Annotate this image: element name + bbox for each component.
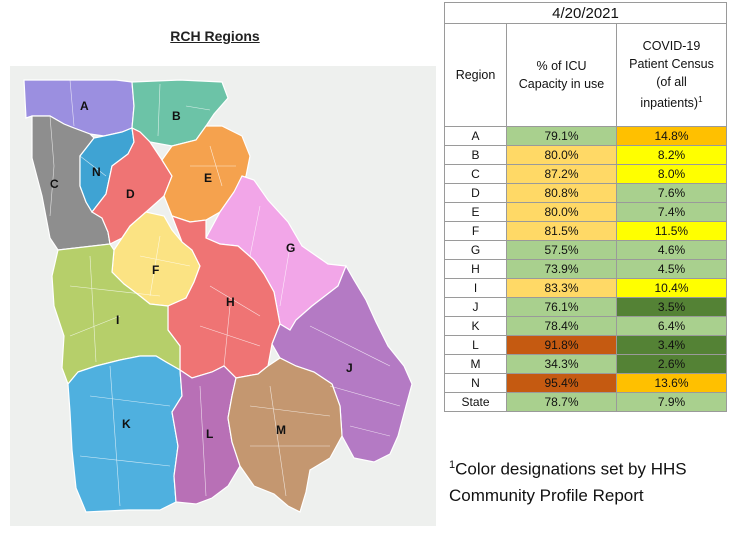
cell-region: G — [444, 240, 507, 260]
cell-region: H — [444, 259, 507, 279]
table-row: E 80.0% 7.4% — [444, 202, 727, 222]
region-label-j: J — [346, 361, 353, 375]
table-row: State 78.7% 7.9% — [444, 392, 727, 412]
region-label-f: F — [152, 263, 159, 277]
cell-icu-capacity: 91.8% — [506, 335, 617, 355]
cell-icu-capacity: 78.7% — [506, 392, 617, 412]
header-region: Region — [444, 23, 507, 127]
cell-region: C — [444, 164, 507, 184]
cell-patient-census: 8.0% — [616, 164, 727, 184]
table-row: N 95.4% 13.6% — [444, 373, 727, 393]
table-row: K 78.4% 6.4% — [444, 316, 727, 336]
region-d-shape — [91, 126, 173, 245]
cell-patient-census: 4.6% — [616, 240, 727, 260]
cell-icu-capacity: 79.1% — [506, 126, 617, 146]
county-lines — [49, 79, 401, 507]
cell-region: F — [444, 221, 507, 241]
region-label-m: M — [276, 423, 286, 437]
cell-region: K — [444, 316, 507, 336]
cell-patient-census: 6.4% — [616, 316, 727, 336]
cell-patient-census: 7.9% — [616, 392, 727, 412]
icu-census-table: 4/20/2021 Region % of ICU Capacity in use… — [444, 2, 727, 412]
cell-region: N — [444, 373, 507, 393]
footnote: 1Color designations set by HHS Community… — [449, 452, 729, 509]
cell-patient-census: 7.6% — [616, 183, 727, 203]
region-label-l: L — [206, 427, 213, 441]
region-label-k: K — [122, 417, 131, 431]
cell-patient-census: 8.2% — [616, 145, 727, 165]
cell-patient-census: 2.6% — [616, 354, 727, 374]
region-label-g: G — [286, 241, 295, 255]
cell-region: D — [444, 183, 507, 203]
cell-icu-capacity: 80.8% — [506, 183, 617, 203]
cell-region: B — [444, 145, 507, 165]
table-row: I 83.3% 10.4% — [444, 278, 727, 298]
cell-icu-capacity: 78.4% — [506, 316, 617, 336]
cell-region: J — [444, 297, 507, 317]
cell-patient-census: 7.4% — [616, 202, 727, 222]
cell-icu-capacity: 57.5% — [506, 240, 617, 260]
table-row: L 91.8% 3.4% — [444, 335, 727, 355]
table-row: J 76.1% 3.5% — [444, 297, 727, 317]
cell-icu-capacity: 81.5% — [506, 221, 617, 241]
cell-patient-census: 14.8% — [616, 126, 727, 146]
region-k-shape — [67, 355, 183, 513]
cell-patient-census: 13.6% — [616, 373, 727, 393]
cell-icu-capacity: 95.4% — [506, 373, 617, 393]
region-label-h: H — [226, 295, 235, 309]
cell-patient-census: 3.4% — [616, 335, 727, 355]
cell-patient-census: 3.5% — [616, 297, 727, 317]
cell-region: I — [444, 278, 507, 298]
table-row: H 73.9% 4.5% — [444, 259, 727, 279]
table-date: 4/20/2021 — [444, 2, 727, 24]
region-label-a: A — [80, 99, 89, 113]
table-body: A 79.1% 14.8% B 80.0% 8.2% C 87.2% 8.0% D 80.8% 7.6… — [444, 126, 727, 412]
map-title: RCH Regions — [170, 28, 260, 44]
cell-icu-capacity: 80.0% — [506, 145, 617, 165]
cell-region: State — [444, 392, 507, 412]
footnote-marker: 1 — [449, 459, 456, 471]
cell-patient-census: 11.5% — [616, 221, 727, 241]
cell-icu-capacity: 80.0% — [506, 202, 617, 222]
table-row: C 87.2% 8.0% — [444, 164, 727, 184]
cell-patient-census: 4.5% — [616, 259, 727, 279]
table-row: F 81.5% 11.5% — [444, 221, 727, 241]
table-row: D 80.8% 7.6% — [444, 183, 727, 203]
header-icu-capacity: % of ICU Capacity in use — [506, 23, 617, 127]
region-label-e: E — [204, 171, 212, 185]
region-label-b: B — [172, 109, 181, 123]
region-m-shape — [227, 357, 343, 513]
cell-icu-capacity: 76.1% — [506, 297, 617, 317]
cell-patient-census: 10.4% — [616, 278, 727, 298]
table-row: B 80.0% 8.2% — [444, 145, 727, 165]
cell-region: A — [444, 126, 507, 146]
cell-region: E — [444, 202, 507, 222]
table-row: M 34.3% 2.6% — [444, 354, 727, 374]
region-label-c: C — [50, 177, 59, 191]
cell-icu-capacity: 83.3% — [506, 278, 617, 298]
table-row: G 57.5% 4.6% — [444, 240, 727, 260]
georgia-region-map: A B C N D E G F H I J K L M — [23, 79, 413, 513]
region-label-d: D — [126, 187, 135, 201]
cell-icu-capacity: 73.9% — [506, 259, 617, 279]
cell-icu-capacity: 34.3% — [506, 354, 617, 374]
footnote-text: Color designations set by HHS Community … — [449, 459, 687, 505]
cell-region: L — [444, 335, 507, 355]
table-row: A 79.1% 14.8% — [444, 126, 727, 146]
region-l-shape — [171, 365, 241, 505]
region-label-n: N — [92, 165, 101, 179]
region-label-i: I — [116, 313, 119, 327]
header-patient-census: COVID-19 Patient Census (of all inpatien… — [616, 23, 727, 127]
cell-icu-capacity: 87.2% — [506, 164, 617, 184]
cell-region: M — [444, 354, 507, 374]
